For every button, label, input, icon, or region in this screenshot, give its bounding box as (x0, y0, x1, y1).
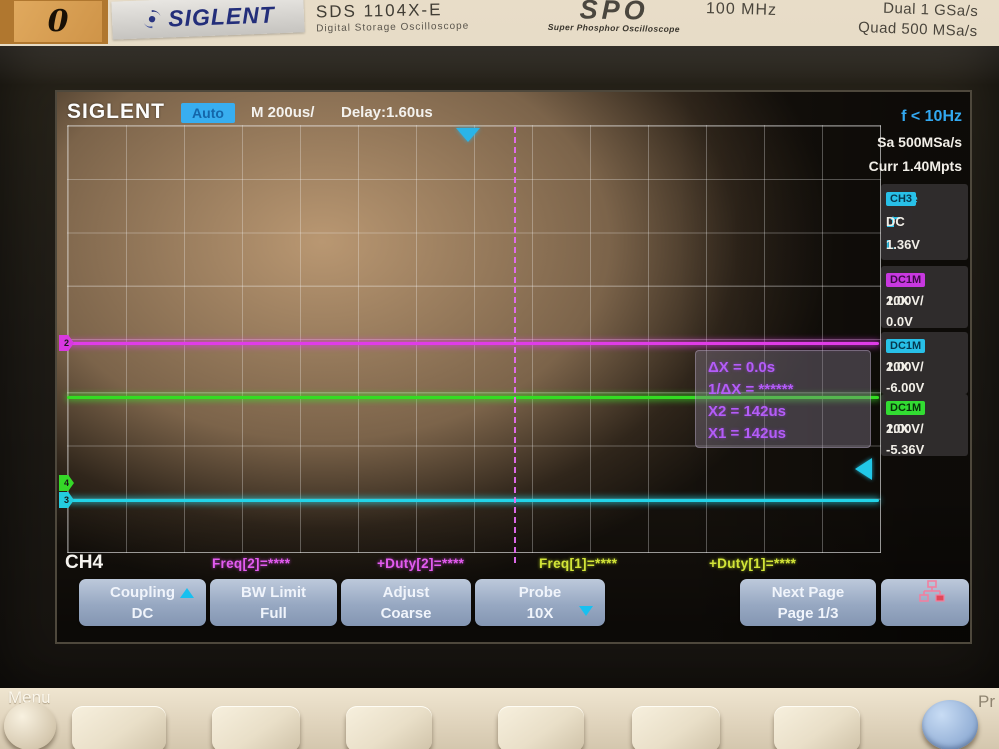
ch4-scale: 2.00V/ (886, 421, 924, 436)
softkey-hw-button-6[interactable] (774, 706, 860, 749)
trigger-mode-badge: Auto (181, 103, 235, 123)
screen-bezel: SIGLENT Auto M 200us/ Delay:1.60us 2 4 3… (0, 46, 999, 690)
frequency-counter: f < 10Hz (901, 108, 962, 125)
delay-readout: Delay:1.60us (341, 104, 433, 121)
softkey-probe[interactable]: Probe 10X (475, 579, 605, 626)
siglent-logo-icon (143, 10, 162, 29)
ch3-probe: 10X (886, 359, 910, 374)
softkey-lan-status[interactable] (881, 579, 969, 626)
trigger-info-panel: Edge CH3 DC L 1.36V (881, 184, 968, 260)
model-subtitle: Digital Storage Oscilloscope (316, 20, 470, 35)
freq2-measurement: Freq[2]=**** (212, 556, 291, 571)
trigger-coupling: DC (886, 214, 905, 229)
bandwidth-spec: 100 MHz (705, 0, 778, 19)
softkey-bw-limit[interactable]: BW Limit Full (210, 579, 337, 626)
softkey-next-page[interactable]: Next Page Page 1/3 (740, 579, 876, 626)
menu-button[interactable] (4, 702, 56, 749)
sticker-number: 0 (47, 4, 69, 39)
channel3-info-panel: 3 DC1M 10X 2.00V/ -6.00V (881, 332, 968, 395)
lan-network-icon (919, 580, 945, 602)
ch2-coupling-badge: DC1M (886, 272, 926, 287)
active-channel-label: CH4 (65, 552, 104, 573)
front-panel-lower: Menu Pr (0, 688, 999, 749)
timebase-readout: M 200us/ (251, 104, 315, 121)
waveform-trace-ch2 (67, 342, 879, 345)
softkey-coupling[interactable]: Coupling DC (79, 579, 206, 626)
ch2-offset: 0.0V (886, 314, 913, 329)
screen-brand: SIGLENT (67, 100, 166, 123)
softkey-adjust[interactable]: Adjust Coarse (341, 579, 471, 626)
ch4-coupling-badge: DC1M (886, 400, 926, 415)
channel2-info-panel: 2 DC1M 10X 2.00V/ 0.0V (881, 266, 968, 329)
spo-text: SPO (579, 0, 649, 26)
ch3-position-marker: 3 (59, 492, 74, 508)
waveform-trace-ch3 (67, 499, 879, 502)
down-arrow-icon (579, 606, 593, 616)
model-number: SDS 1104X-E (315, 0, 443, 22)
softkey-hw-button-4[interactable] (498, 706, 584, 749)
ch2-scale: 2.00V/ (886, 293, 924, 308)
cursor-measurement-box: ΔX = 0.0s 1/ΔX = ****** X2 = 142us X1 = … (695, 350, 871, 448)
spo-subtitle: Super Phosphor Oscilloscope (547, 21, 681, 35)
menu-button-label: Menu (8, 688, 51, 707)
waveform-trace-ch4 (67, 396, 879, 399)
memory-depth-readout: Curr 1.40Mpts (868, 158, 962, 174)
ch3-offset: -6.00V (886, 380, 925, 395)
spo-logo: SPO Super Phosphor Oscilloscope (548, 0, 681, 34)
sample-rate-specs: Dual 1 GSa/s Quad 500 MSa/s (799, 0, 979, 42)
duty1-measurement: +Duty[1]=**** (709, 556, 797, 571)
rising-edge-icon (887, 216, 900, 227)
trigger-level-label: L (886, 237, 894, 252)
ch4-probe: 10X (886, 421, 910, 436)
cursor-x2: X2 = 142us (708, 403, 786, 420)
trigger-level-value: 1.36V (886, 237, 920, 252)
model-block: SDS 1104X-E Digital Storage Oscilloscope (316, 0, 470, 34)
cursor-x1: X1 = 142us (708, 425, 786, 442)
ch3-scale: 2.00V/ (886, 359, 924, 374)
lcd-screen: SIGLENT Auto M 200us/ Delay:1.60us 2 4 3… (55, 90, 972, 644)
ch2-position-marker: 2 (59, 335, 74, 351)
inventory-sticker: 0 (0, 0, 108, 44)
duty2-measurement: +Duty[2]=**** (377, 556, 465, 571)
sample-rate-readout: Sa 500MSa/s (877, 134, 962, 150)
channel4-info-panel: 4 DC1M 10X 2.00V/ -5.36V (881, 394, 968, 457)
top-face: 0 SIGLENT SDS 1104X-E Digital Storage Os… (0, 0, 999, 48)
ch4-offset: -5.36V (886, 442, 925, 457)
print-button[interactable] (922, 700, 978, 749)
brand-label: SIGLENT (111, 0, 305, 40)
ch4-position-marker: 4 (59, 475, 74, 491)
ch3-coupling-badge: DC1M (886, 338, 926, 353)
softkey-hw-button-2[interactable] (212, 706, 300, 749)
graticule-grid (67, 125, 881, 553)
trigger-position-marker-icon (456, 128, 480, 142)
softkey-hw-button-3[interactable] (346, 706, 432, 749)
softkey-hw-button-1[interactable] (72, 706, 166, 749)
x-cursor-line (514, 127, 516, 563)
brand-text: SIGLENT (167, 0, 276, 32)
trigger-level-marker-icon (855, 458, 872, 480)
cursor-delta-x: ΔX = 0.0s (708, 359, 776, 376)
trigger-source-badge: CH3 (886, 191, 917, 206)
up-arrow-icon (180, 588, 194, 598)
freq1-measurement: Freq[1]=**** (539, 556, 618, 571)
cursor-inv-delta-x: 1/ΔX = ****** (708, 381, 794, 398)
softkey-hw-button-5[interactable] (632, 706, 720, 749)
print-button-label: Pr (978, 692, 995, 711)
ch2-probe: 10X (886, 293, 910, 308)
